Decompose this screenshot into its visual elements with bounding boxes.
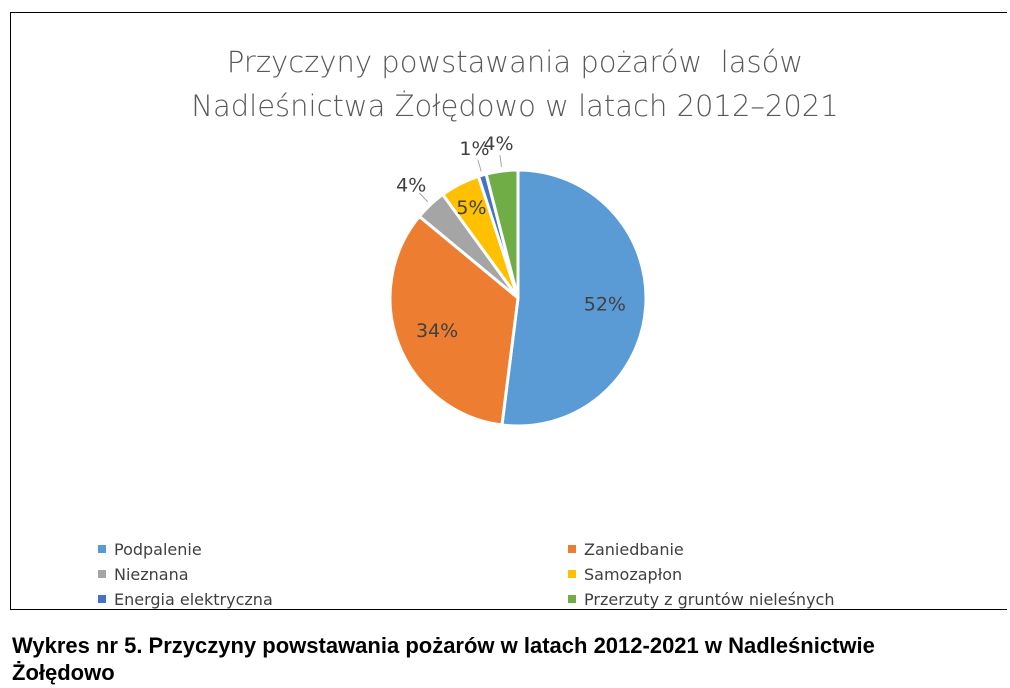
data-label: 34% [416, 320, 458, 342]
legend-label: Nieznana [114, 565, 189, 584]
legend-label: Zaniedbanie [584, 540, 684, 559]
legend-swatch [98, 545, 106, 553]
caption: Wykres nr 5. Przyczyny powstawania pożar… [12, 633, 875, 685]
pie-slice [484, 168, 520, 299]
legend-swatch [568, 545, 576, 553]
data-label: 4% [483, 133, 513, 155]
legend-label: Energia elektryczna [114, 590, 273, 609]
legend-label: Samozapłon [584, 565, 682, 584]
legend-swatch [98, 595, 106, 603]
legend-label: Przerzuty z gruntów nieleśnych [584, 590, 834, 609]
chart-title: Przyczyny powstawania pożarów lasów Nadl… [191, 45, 839, 123]
legend-swatch [98, 570, 106, 578]
leader-line [499, 155, 502, 168]
data-label: 5% [456, 197, 486, 219]
leader-line [419, 192, 429, 203]
legend-label: Podpalenie [114, 540, 202, 559]
data-label: 4% [396, 174, 426, 196]
chart-frame [10, 12, 1007, 610]
pie-slice [388, 214, 520, 427]
data-label: 1% [459, 138, 489, 160]
leader-line [477, 159, 482, 172]
data-label: 52% [584, 293, 626, 315]
legend-swatch [568, 570, 576, 578]
pie-slice [500, 168, 648, 428]
legend-swatch [568, 595, 576, 603]
